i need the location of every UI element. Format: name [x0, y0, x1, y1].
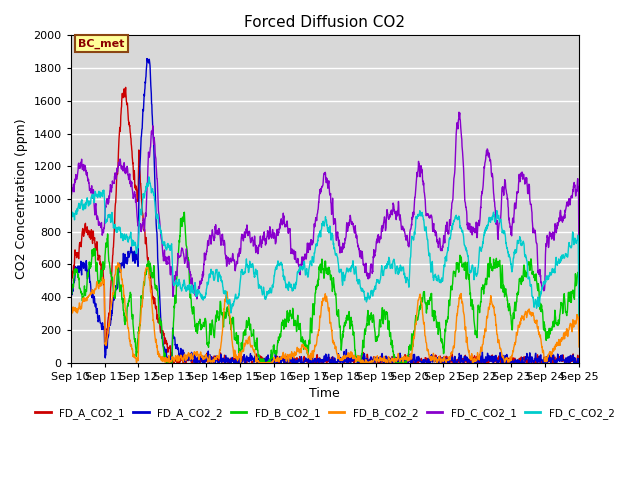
FD_B_CO2_2	[67, 330, 74, 336]
FD_C_CO2_1	[561, 212, 568, 217]
FD_B_CO2_2	[132, 360, 140, 366]
FD_C_CO2_1	[93, 215, 100, 221]
Line: FD_B_CO2_1: FD_B_CO2_1	[70, 212, 579, 363]
FD_B_CO2_1	[561, 294, 568, 300]
FD_C_CO2_1	[468, 224, 476, 229]
FD_B_CO2_2	[93, 279, 100, 285]
Legend: FD_A_CO2_1, FD_A_CO2_2, FD_B_CO2_1, FD_B_CO2_2, FD_C_CO2_1, FD_C_CO2_2: FD_A_CO2_1, FD_A_CO2_2, FD_B_CO2_1, FD_B…	[31, 404, 619, 423]
FD_C_CO2_1	[301, 256, 308, 262]
FD_A_CO2_1	[67, 305, 74, 311]
Y-axis label: CO2 Concentration (ppm): CO2 Concentration (ppm)	[15, 119, 28, 279]
FD_C_CO2_2	[314, 236, 322, 241]
FD_B_CO2_1	[314, 276, 322, 282]
Text: BC_met: BC_met	[78, 39, 125, 49]
FD_A_CO2_1	[468, 352, 476, 358]
X-axis label: Time: Time	[310, 387, 340, 400]
FD_A_CO2_2	[143, 56, 151, 61]
FD_B_CO2_1	[180, 209, 188, 215]
FD_A_CO2_2	[468, 359, 476, 364]
FD_C_CO2_1	[193, 296, 201, 302]
FD_C_CO2_2	[561, 255, 568, 261]
FD_A_CO2_1	[169, 360, 177, 366]
FD_A_CO2_1	[561, 359, 568, 365]
FD_C_CO2_1	[314, 207, 322, 213]
FD_C_CO2_2	[145, 174, 152, 180]
FD_C_CO2_1	[455, 109, 463, 115]
Title: Forced Diffusion CO2: Forced Diffusion CO2	[244, 15, 405, 30]
FD_C_CO2_2	[93, 192, 100, 198]
FD_B_CO2_1	[561, 297, 568, 303]
FD_A_CO2_2	[575, 356, 583, 361]
FD_A_CO2_2	[193, 360, 201, 366]
Line: FD_B_CO2_2: FD_B_CO2_2	[70, 263, 579, 363]
FD_A_CO2_2	[67, 322, 74, 328]
FD_C_CO2_1	[67, 277, 74, 283]
FD_A_CO2_1	[122, 84, 129, 90]
Line: FD_A_CO2_1: FD_A_CO2_1	[70, 87, 579, 363]
FD_C_CO2_2	[561, 254, 568, 260]
FD_A_CO2_1	[561, 359, 568, 365]
FD_B_CO2_1	[468, 301, 476, 307]
Line: FD_A_CO2_2: FD_A_CO2_2	[70, 59, 579, 363]
FD_A_CO2_2	[301, 359, 308, 364]
FD_A_CO2_1	[575, 360, 583, 366]
FD_B_CO2_2	[561, 336, 568, 342]
FD_B_CO2_2	[468, 355, 476, 360]
FD_B_CO2_2	[314, 329, 322, 335]
FD_B_CO2_2	[561, 335, 568, 341]
FD_B_CO2_2	[575, 344, 583, 350]
FD_C_CO2_1	[561, 215, 568, 221]
Line: FD_C_CO2_2: FD_C_CO2_2	[70, 177, 579, 316]
FD_B_CO2_1	[575, 316, 583, 322]
FD_C_CO2_2	[575, 313, 583, 319]
FD_A_CO2_1	[93, 242, 100, 248]
FD_A_CO2_2	[314, 358, 322, 364]
FD_B_CO2_1	[67, 325, 74, 331]
Line: FD_C_CO2_1: FD_C_CO2_1	[70, 112, 579, 299]
FD_B_CO2_2	[114, 260, 122, 266]
FD_B_CO2_1	[93, 260, 100, 266]
FD_B_CO2_1	[163, 360, 171, 366]
FD_C_CO2_2	[67, 275, 74, 281]
FD_C_CO2_2	[301, 262, 308, 267]
FD_A_CO2_1	[314, 359, 322, 365]
FD_A_CO2_2	[561, 360, 568, 366]
FD_A_CO2_2	[93, 309, 100, 315]
FD_A_CO2_1	[301, 357, 308, 362]
FD_B_CO2_1	[301, 340, 308, 346]
FD_C_CO2_2	[467, 268, 475, 274]
FD_A_CO2_2	[561, 360, 568, 365]
FD_B_CO2_2	[301, 345, 308, 350]
FD_C_CO2_1	[575, 268, 583, 274]
